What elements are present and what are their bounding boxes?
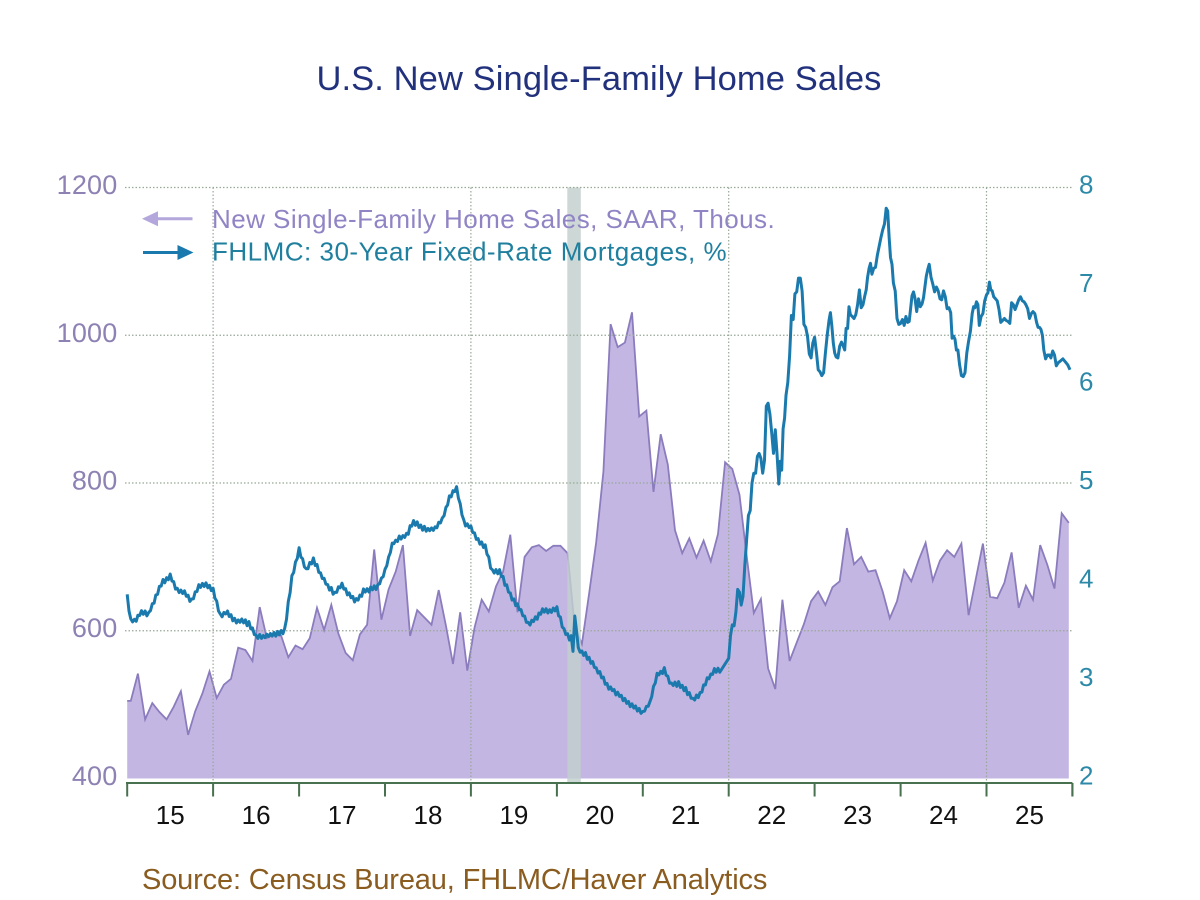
svg-text:8: 8 bbox=[1079, 170, 1093, 200]
svg-text:24: 24 bbox=[929, 800, 958, 830]
svg-text:FHLMC: 30-Year Fixed-Rate Mort: FHLMC: 30-Year Fixed-Rate Mortgages, % bbox=[212, 237, 727, 267]
svg-text:4: 4 bbox=[1079, 564, 1093, 594]
svg-text:6: 6 bbox=[1079, 367, 1093, 397]
svg-text:3: 3 bbox=[1079, 662, 1093, 692]
svg-text:21: 21 bbox=[671, 800, 700, 830]
svg-text:1200: 1200 bbox=[57, 170, 118, 200]
svg-text:19: 19 bbox=[499, 800, 528, 830]
svg-text:1000: 1000 bbox=[57, 318, 118, 348]
svg-text:15: 15 bbox=[156, 800, 185, 830]
svg-text:800: 800 bbox=[72, 466, 118, 496]
svg-text:20: 20 bbox=[585, 800, 614, 830]
svg-text:5: 5 bbox=[1079, 465, 1093, 495]
svg-text:17: 17 bbox=[328, 800, 357, 830]
svg-text:600: 600 bbox=[72, 613, 118, 643]
svg-text:7: 7 bbox=[1079, 268, 1093, 298]
svg-text:2: 2 bbox=[1079, 761, 1093, 791]
svg-text:18: 18 bbox=[414, 800, 443, 830]
svg-text:23: 23 bbox=[843, 800, 872, 830]
svg-text:U.S. New Single-Family Home Sa: U.S. New Single-Family Home Sales bbox=[316, 60, 881, 98]
svg-text:16: 16 bbox=[242, 800, 271, 830]
svg-text:25: 25 bbox=[1015, 800, 1044, 830]
svg-text:400: 400 bbox=[72, 761, 118, 791]
svg-text:22: 22 bbox=[757, 800, 786, 830]
svg-text:New Single-Family Home Sales,: New Single-Family Home Sales, SAAR, Thou… bbox=[212, 204, 775, 234]
svg-text:Source: Census Bureau, FHLMC/H: Source: Census Bureau, FHLMC/Haver Analy… bbox=[142, 864, 767, 896]
